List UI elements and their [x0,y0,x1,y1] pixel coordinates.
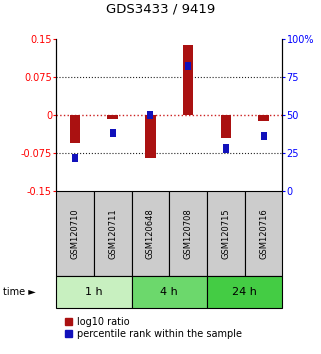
Bar [70,115,80,143]
Bar [94,191,132,276]
Bar [261,132,267,141]
Text: GSM120711: GSM120711 [108,208,117,259]
Bar [245,191,282,276]
Bar [185,62,191,70]
Bar [207,191,245,276]
Bar [108,115,118,119]
Bar [132,276,207,308]
Text: GSM120648: GSM120648 [146,208,155,259]
Text: GSM120708: GSM120708 [184,208,193,259]
Bar [223,144,229,153]
Bar [56,191,94,276]
Legend: log10 ratio, percentile rank within the sample: log10 ratio, percentile rank within the … [61,313,246,343]
Bar [207,276,282,308]
Text: 24 h: 24 h [232,287,257,297]
Text: 1 h: 1 h [85,287,103,297]
Bar [169,191,207,276]
Bar [221,115,231,138]
Bar [145,115,156,158]
Text: GSM120716: GSM120716 [259,208,268,259]
Text: GDS3433 / 9419: GDS3433 / 9419 [106,3,215,16]
Text: 4 h: 4 h [160,287,178,297]
Bar [56,276,132,308]
Bar [147,111,153,119]
Bar [183,45,194,115]
Text: GSM120715: GSM120715 [221,208,230,259]
Bar [132,191,169,276]
Text: time ►: time ► [3,287,36,297]
Bar [110,129,116,137]
Bar [258,115,269,121]
Bar [72,154,78,162]
Text: GSM120710: GSM120710 [71,208,80,259]
